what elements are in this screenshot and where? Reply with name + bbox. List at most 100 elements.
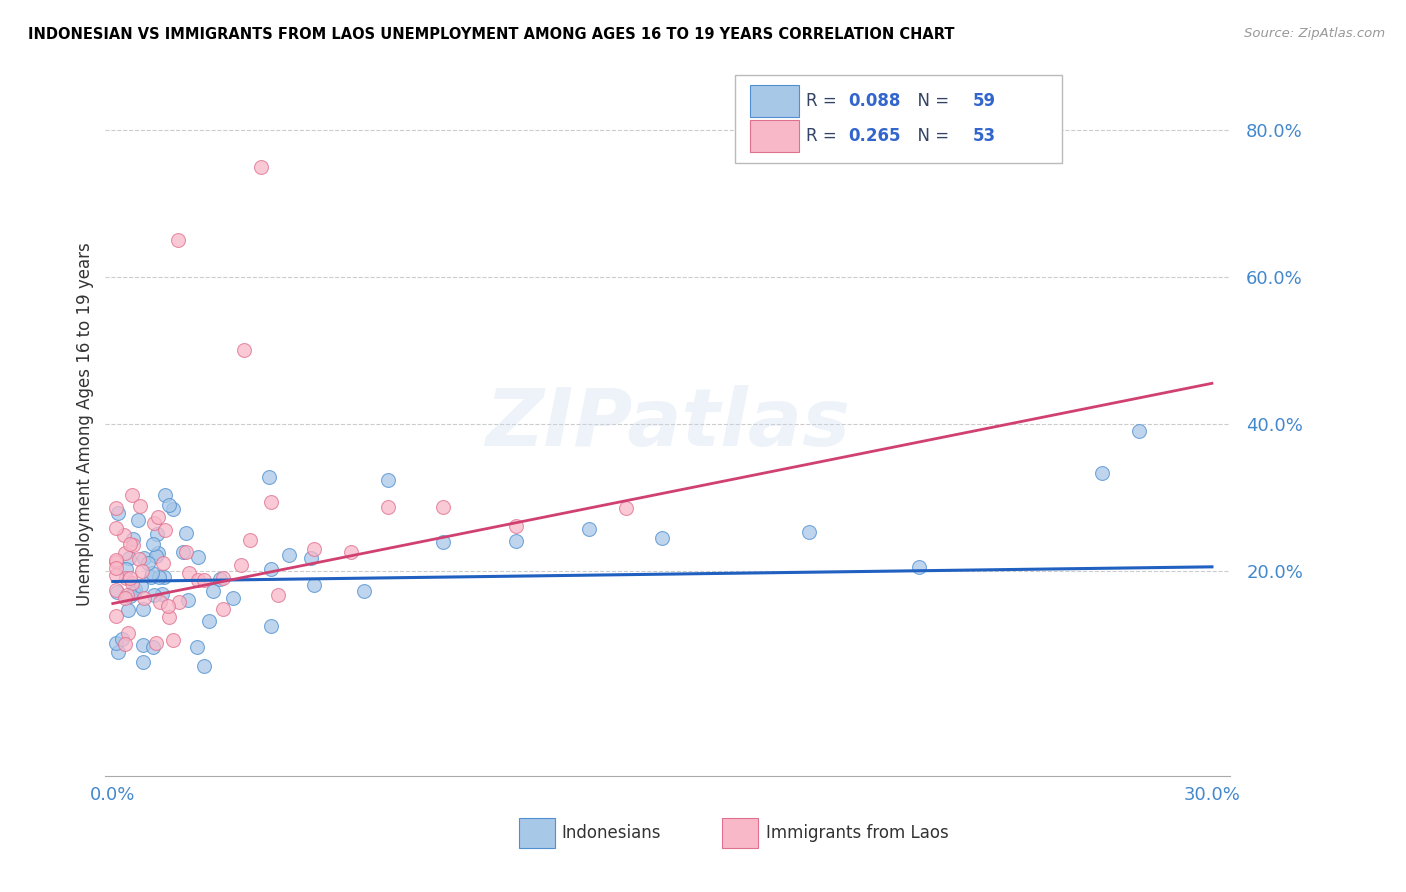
Point — [142, 640, 165, 654]
Point — [114, 591, 136, 605]
Point — [124, 582, 146, 597]
Point — [797, 524, 820, 539]
Point — [146, 527, 169, 541]
Point — [193, 573, 215, 587]
Text: N =: N = — [907, 128, 955, 145]
Text: 53: 53 — [973, 128, 995, 145]
Point — [187, 550, 209, 565]
Point — [377, 473, 399, 487]
Point — [111, 632, 134, 647]
Point — [132, 639, 155, 653]
Point — [145, 549, 167, 563]
Point — [105, 501, 128, 516]
Text: 59: 59 — [973, 92, 995, 110]
Point — [117, 550, 139, 565]
Point — [578, 522, 600, 536]
Point — [139, 570, 162, 584]
Point — [114, 546, 136, 560]
Point — [114, 637, 136, 651]
Point — [201, 584, 224, 599]
Text: N =: N = — [907, 92, 955, 110]
Y-axis label: Unemployment Among Ages 16 to 19 years: Unemployment Among Ages 16 to 19 years — [76, 242, 94, 606]
Point — [505, 519, 527, 533]
Point — [340, 544, 363, 558]
Point — [141, 537, 163, 551]
Point — [432, 500, 454, 515]
Point — [105, 584, 128, 599]
Point — [304, 541, 326, 556]
Point — [145, 636, 167, 650]
Point — [122, 538, 145, 552]
Point — [155, 488, 177, 502]
Text: Source: ZipAtlas.com: Source: ZipAtlas.com — [1244, 27, 1385, 40]
Point — [128, 499, 150, 513]
FancyBboxPatch shape — [721, 818, 758, 848]
Text: ZIPatlas: ZIPatlas — [485, 384, 851, 463]
FancyBboxPatch shape — [749, 120, 800, 153]
Point — [105, 568, 128, 582]
Point — [127, 513, 149, 527]
FancyBboxPatch shape — [519, 818, 555, 848]
Point — [149, 595, 172, 609]
Point — [304, 577, 326, 591]
Point — [209, 572, 232, 586]
Point — [432, 535, 454, 549]
Point — [257, 470, 280, 484]
Text: INDONESIAN VS IMMIGRANTS FROM LAOS UNEMPLOYMENT AMONG AGES 16 TO 19 YEARS CORREL: INDONESIAN VS IMMIGRANTS FROM LAOS UNEMP… — [28, 27, 955, 42]
Point — [250, 160, 273, 174]
Point — [614, 501, 637, 516]
Point — [152, 557, 174, 571]
Point — [177, 593, 200, 607]
Point — [172, 545, 194, 559]
Point — [162, 632, 184, 647]
Point — [105, 555, 128, 569]
Point — [131, 579, 153, 593]
Point — [107, 645, 129, 659]
Point — [121, 488, 143, 502]
FancyBboxPatch shape — [749, 85, 800, 117]
Point — [167, 233, 190, 247]
Point — [117, 603, 139, 617]
Point — [136, 556, 159, 570]
Point — [118, 536, 141, 550]
Point — [105, 609, 128, 624]
Point — [146, 510, 169, 524]
Point — [117, 626, 139, 640]
Point — [148, 570, 170, 584]
Point — [121, 575, 143, 590]
Point — [229, 558, 252, 573]
Point — [141, 566, 163, 580]
Point — [132, 591, 155, 605]
Point — [222, 591, 245, 605]
FancyBboxPatch shape — [735, 75, 1062, 163]
Point — [211, 602, 233, 616]
Point — [112, 528, 135, 542]
Point — [115, 589, 138, 603]
Point — [266, 588, 288, 602]
Point — [167, 595, 190, 609]
Text: Immigrants from Laos: Immigrants from Laos — [766, 824, 949, 842]
Point — [157, 498, 180, 512]
Point — [239, 533, 262, 547]
Point — [122, 532, 145, 546]
Point — [179, 566, 201, 581]
Point — [150, 586, 173, 600]
Point — [176, 545, 198, 559]
Point — [260, 562, 283, 576]
Point — [118, 589, 141, 603]
Point — [260, 495, 283, 509]
Point — [115, 562, 138, 576]
Point — [187, 573, 209, 587]
Point — [174, 525, 197, 540]
Text: 0.265: 0.265 — [848, 128, 900, 145]
Point — [131, 564, 153, 578]
Point — [134, 551, 156, 566]
Point — [105, 583, 128, 598]
Point — [232, 343, 254, 358]
Point — [105, 553, 128, 567]
Point — [107, 506, 129, 520]
Point — [353, 583, 375, 598]
Point — [143, 516, 166, 531]
Point — [132, 602, 155, 616]
Text: R =: R = — [806, 92, 842, 110]
